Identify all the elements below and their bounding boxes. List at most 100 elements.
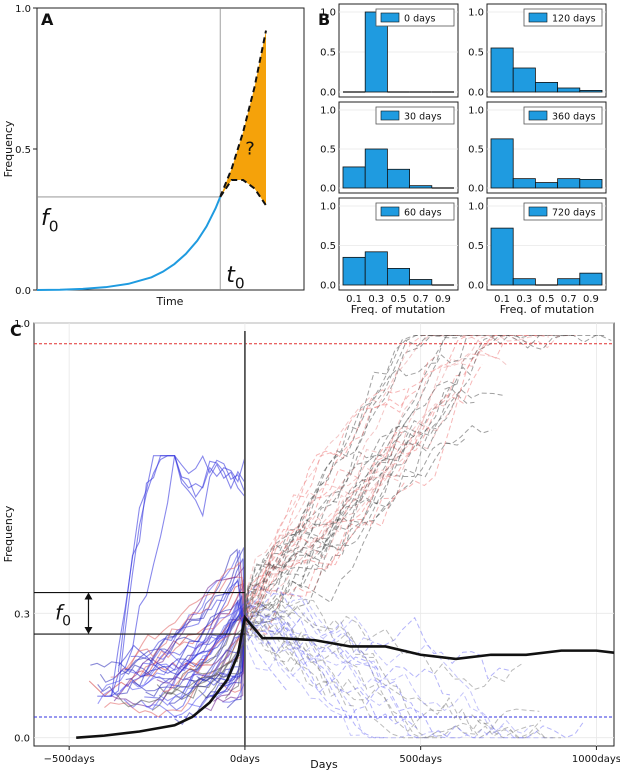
panel-c-trajectory-post [244,334,540,599]
panel-c-trajectory-post [244,615,420,719]
panel-b-ytick-label: 0.0 [320,281,336,292]
panel-b-subplot: 0.0 0.5 1.0 360 days [468,101,607,195]
panel-b-xlabel-right: Freq. of mutation [500,303,594,316]
panel-c-trajectory-post [244,429,417,637]
panel-a-ytick-label: 0.0 [15,286,31,297]
panel-c-trajectory-pre [169,611,246,704]
panel-a-ytick-label: 0.5 [15,145,31,156]
panel-c-trajectory-post [244,620,418,729]
panel-b-bar [557,278,581,286]
panel-b-legend-swatch [380,110,400,121]
panel-b-legend-label: 0 days [404,14,436,25]
panel-a-label: A [41,10,54,29]
panel-b-ytick-label: 0.0 [468,88,484,99]
panel-b-ytick-label: 0.5 [468,145,484,156]
panel-a-uncertainty-area [220,30,266,206]
panel-c-trajectories [88,334,612,739]
panel-c-trajectory-pre [117,558,246,674]
panel-b-xtick-label: 0.7 [561,294,577,305]
panel-c-plot: −500days 0days 500days 1000days 0.0 0.3 1.0 f0 [14,319,620,765]
panel-c-trajectory-post [244,353,508,619]
panel-c-xlabel: Days [310,758,338,771]
panel-b-subplot-frame [338,3,459,98]
panel-c-trajectory-post [244,334,541,630]
panel-b-ytick-label: 0.0 [320,184,336,195]
panel-b-legend-label: 30 days [404,112,442,123]
panel-a: A Time Frequency 0.0 0.5 1.0 ? f0 t0 [2,4,305,308]
panel-c-trajectory-post [244,597,532,734]
panel-c-trajectory-post [244,436,468,631]
panel-c-trajectory-post [244,430,417,634]
panel-b-xlabel-left: Freq. of mutation [351,303,445,316]
panel-b-ytick-label: 1.0 [468,8,484,19]
panel-c-trajectory-post [244,428,406,608]
panel-c-trajectory-post [244,614,510,680]
panel-b-legend-label: 60 days [404,208,442,219]
panel-b-bar [490,47,514,93]
panel-b-bar [386,268,410,286]
panel-b-xtick-label: 0.5 [539,294,555,305]
panel-c-trajectory-post [244,606,503,739]
panel-b-bar [535,82,559,93]
panel-b-subplot-frame [338,197,459,291]
panel-b-xtick-label: 0.9 [583,294,599,305]
panel-c-trajectory-post [244,587,300,617]
panel-c-trajectory-post [244,607,327,698]
panel-c-trajectory-pre [110,455,246,697]
panel-c-trajectory-post [244,596,372,666]
panel-c-trajectory-post [244,334,607,624]
panel-b-ytick-label: 0.0 [320,88,336,99]
panel-c-xtick-label: −500days [44,754,95,765]
panel-b-legend-swatch [528,110,548,121]
panel-c-trajectory-pre [124,577,246,678]
panel-c-trajectory-post [244,399,414,627]
panel-b-bar [579,90,603,93]
panel-c-trajectory-post [244,343,504,638]
panel-c-xtick-label: 1000days [572,754,620,765]
panel-b-subplot: 0.0 0.5 1.0 720 days 0.1 0.3 0.5 0.7 0.9 [468,197,607,305]
panel-c-trajectory-post [244,432,403,608]
panel-b-bar [386,168,410,189]
panel-c-trajectory-post [244,334,459,621]
panel-b-bar [409,185,433,189]
panel-c-trajectory-post [244,601,460,739]
panel-c-trajectory-post [244,354,438,625]
panel-b-bar [512,278,536,286]
panel-c-trajectory-pre [130,580,246,659]
panel-c-trajectory-post [244,334,443,615]
panel-c-trajectory-post [244,391,457,614]
panel-c-trajectory-post [244,637,360,736]
panel-b-label: B [318,10,330,29]
panel-a-yticks: 0.0 0.5 1.0 [15,4,37,297]
panel-b-xtick-label: 0.7 [413,294,429,305]
panel-b-bar [557,178,581,189]
panel-b-xtick-label: 0.5 [391,294,407,305]
panel-b-bar [557,87,581,93]
panel-b-xtick-label: 0.3 [516,294,532,305]
panel-c-trajectory-post [244,334,485,607]
panel-c-trajectory-pre [110,576,246,678]
panel-b-ytick-label: 1.0 [468,202,484,213]
panel-c-trajectory-post [244,625,288,691]
panel-b-subplot: 0.0 0.5 1.0 30 days [320,101,459,195]
panel-c-trajectory-pre [119,601,246,692]
panel-c-trajectory-pre [116,610,246,708]
panel-c-f0-label: f0 [55,600,71,629]
panel-b-bar [535,182,559,189]
panel-b-ytick-label: 0.0 [468,184,484,195]
panel-c-ylabel: Frequency [2,505,15,562]
panel-c-trajectory-post [244,623,385,739]
panel-c-ytick-label: 0.3 [14,609,30,620]
panel-b-subplot-frame [486,197,607,291]
panel-b-bar [342,166,366,189]
panel-c-trajectory-pre [204,631,246,699]
panel-a-f0-label: f0 [41,206,59,236]
panel-a-ytick-label: 1.0 [15,4,31,15]
panel-b-ytick-label: 0.0 [468,281,484,292]
panel-b-subplot: 0.0 0.5 1.0 60 days 0.1 0.3 0.5 0.7 0.9 [320,197,459,305]
panel-b-xtick-label: 0.1 [494,294,510,305]
panel-c-trajectory-pre [90,547,246,671]
panel-b-legend-swatch [380,206,400,217]
panel-c-trajectory-pre [117,455,246,673]
